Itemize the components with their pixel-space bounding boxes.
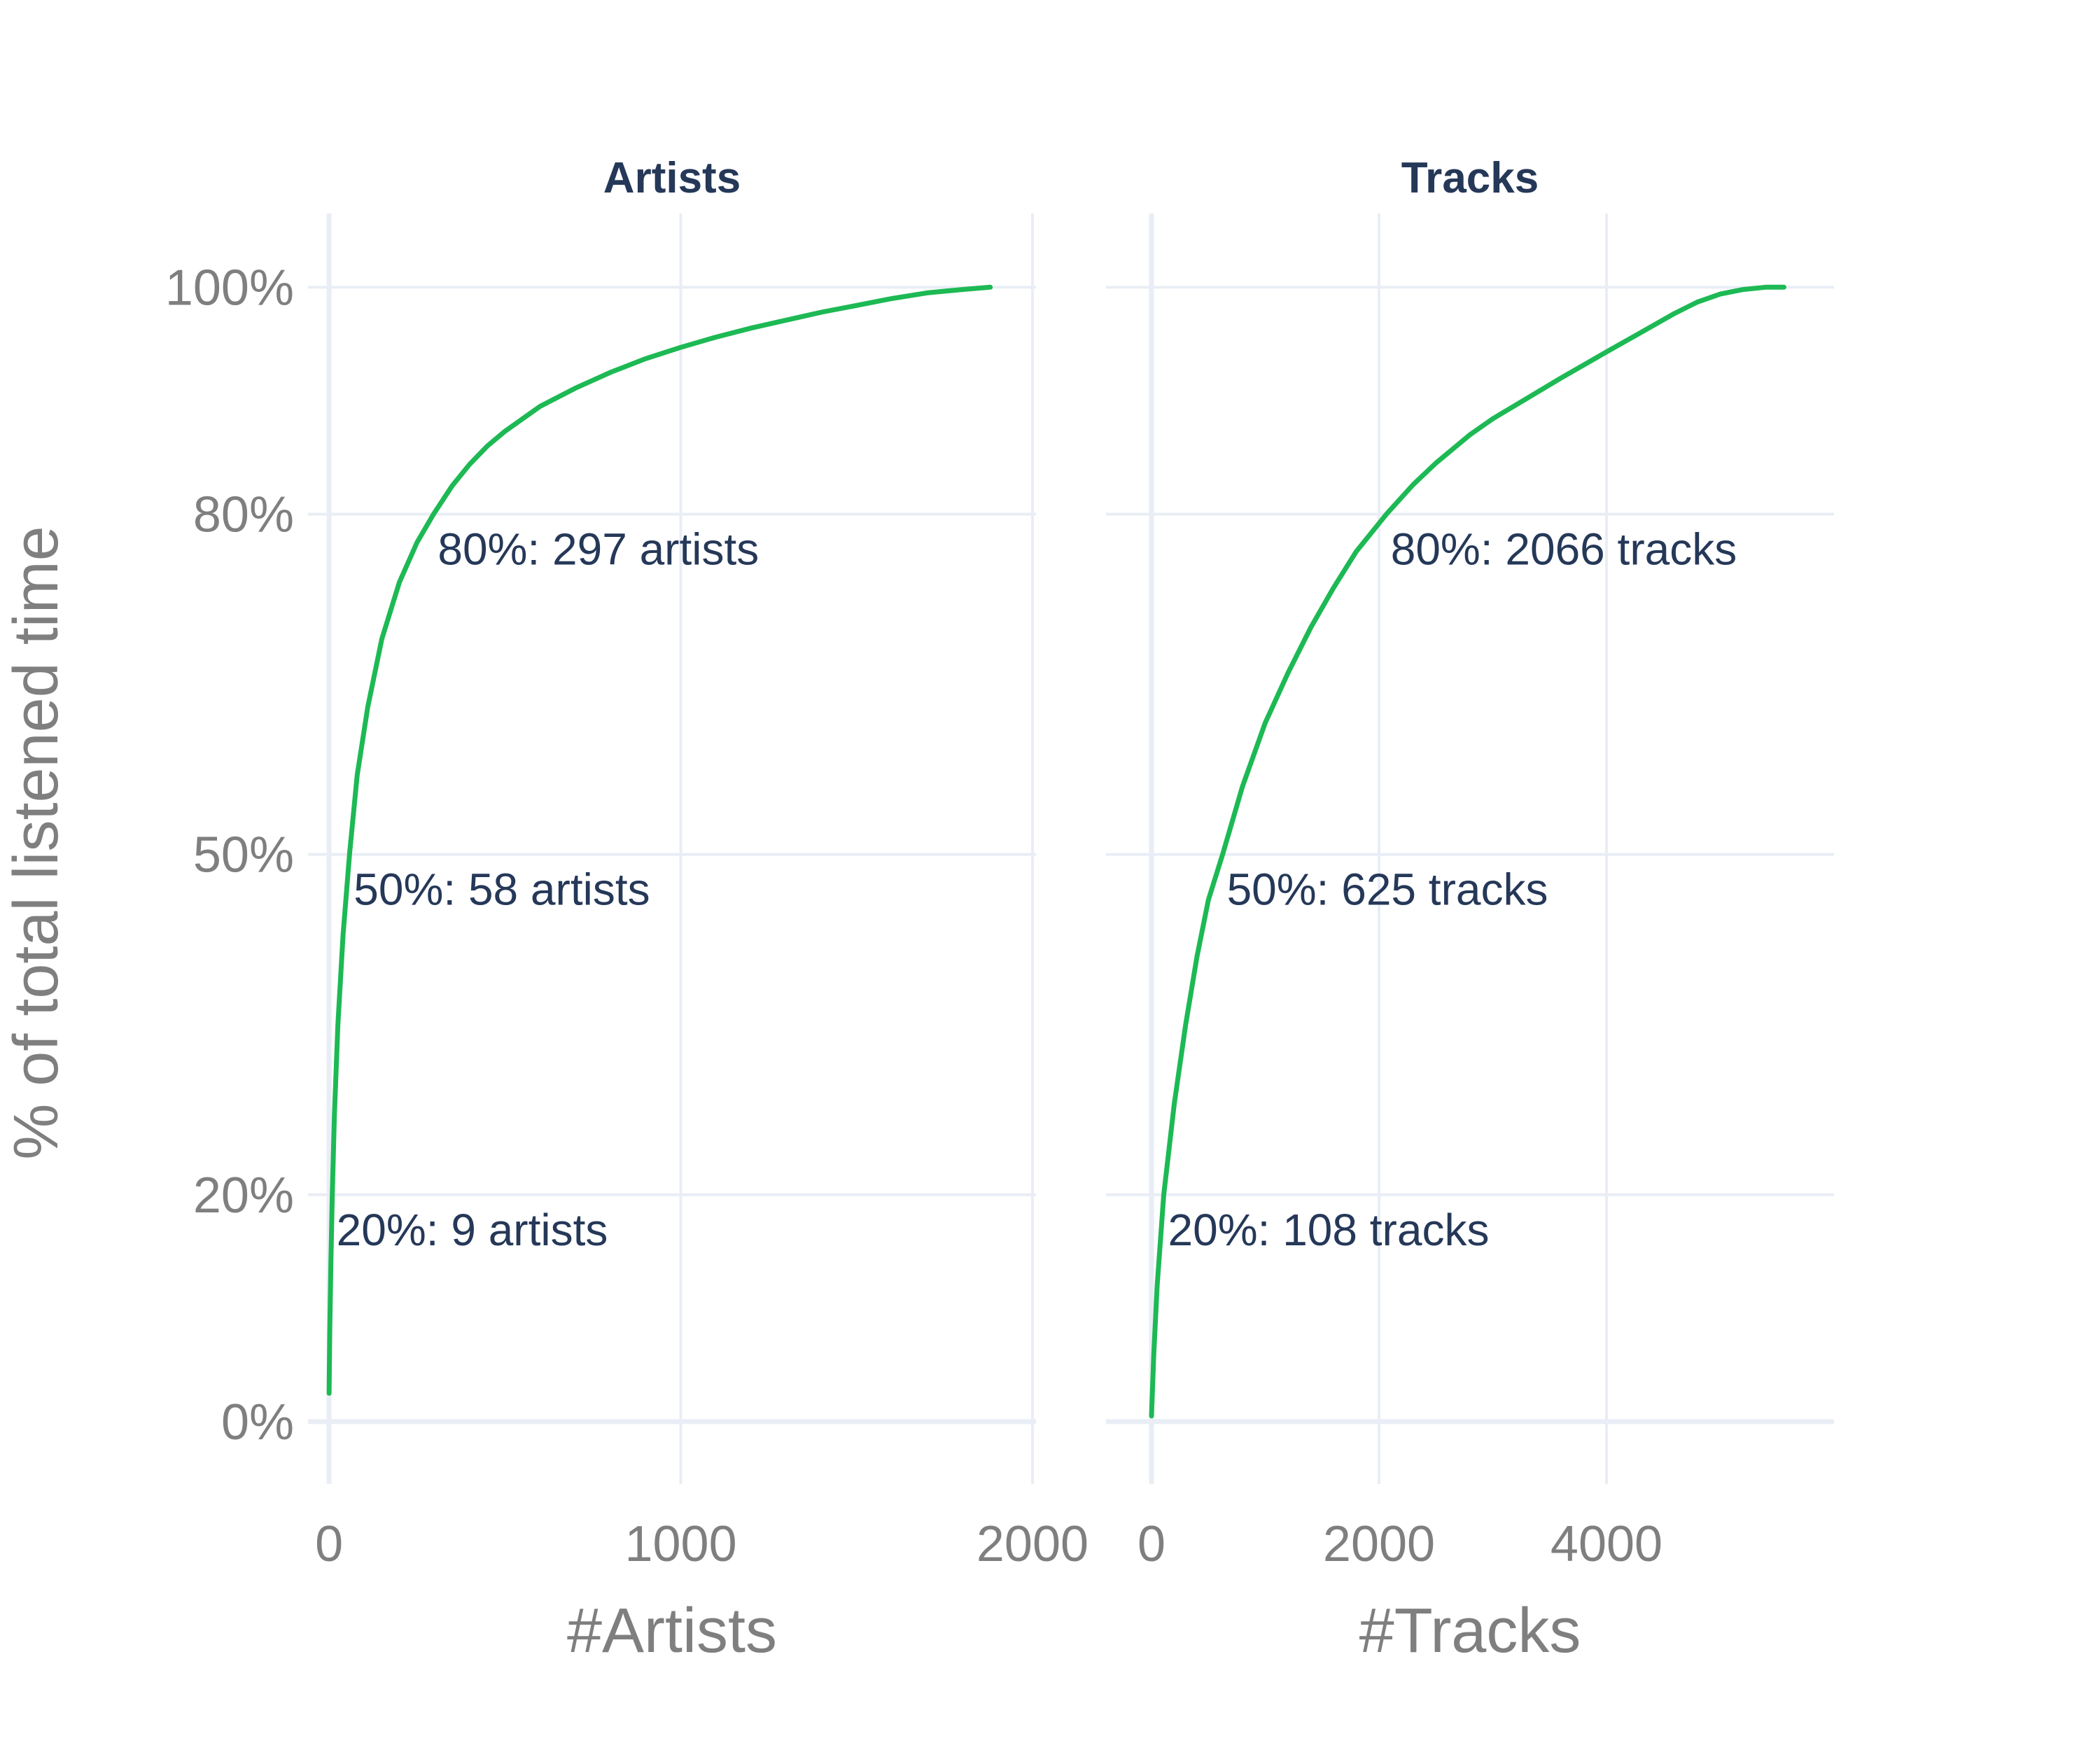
artists-y-tick-label-50pct: 50% xyxy=(193,827,294,883)
artists-y-tick-label-20pct: 20% xyxy=(193,1168,294,1224)
tracks-x-tick-label-4000: 4000 xyxy=(1550,1516,1662,1572)
y-axis-title: % of total listened time xyxy=(1,526,71,1159)
artists-x-axis-title: #Artists xyxy=(567,1596,777,1666)
artists-panel-title: Artists xyxy=(603,154,741,202)
artists-annotation-50pct: 50%: 58 artists xyxy=(354,864,650,915)
tracks-x-tick-label-0: 0 xyxy=(1138,1516,1166,1572)
artists-y-tick-label-0pct: 0% xyxy=(221,1394,294,1450)
artists-y-tick-label-80pct: 80% xyxy=(193,486,294,542)
tracks-annotation-50pct: 50%: 625 tracks xyxy=(1227,864,1548,915)
artists-annotation-80pct: 80%: 297 artists xyxy=(438,524,759,574)
artists-y-tick-label-100pct: 100% xyxy=(165,260,294,316)
artists-cumulative-line xyxy=(326,284,993,1396)
tracks-x-tick-label-2000: 2000 xyxy=(1323,1516,1435,1572)
artists-x-tick-label-0: 0 xyxy=(315,1516,343,1572)
artists-annotation-20pct: 20%: 9 artists xyxy=(337,1205,608,1255)
tracks-panel-title: Tracks xyxy=(1401,154,1539,202)
tracks-cumulative-line xyxy=(1149,284,1786,1419)
artists-x-tick-label-2000: 2000 xyxy=(976,1516,1088,1572)
tracks-annotation-20pct: 20%: 108 tracks xyxy=(1168,1205,1490,1255)
panel-artists: 0 1000 2000 0% 20% 50% 80% 100% Artists #Artists 8… xyxy=(165,154,1088,1666)
tracks-x-axis-title: #Tracks xyxy=(1359,1596,1581,1666)
tracks-annotation-80pct: 80%: 2066 tracks xyxy=(1391,524,1737,574)
artists-x-tick-label-1000: 1000 xyxy=(624,1516,736,1572)
panel-tracks: 0 2000 4000 Tracks #Tracks 80%: 2066 tracks 50… xyxy=(1106,154,1834,1666)
